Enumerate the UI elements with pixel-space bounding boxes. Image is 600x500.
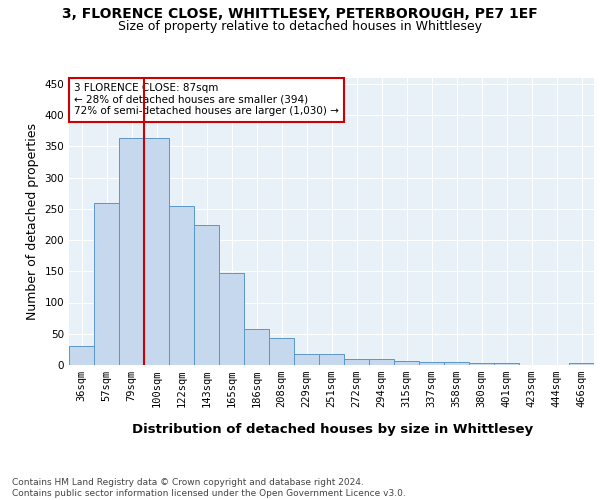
- Bar: [319, 354, 344, 365]
- Bar: [569, 363, 594, 365]
- Bar: [169, 206, 194, 365]
- Text: 3, FLORENCE CLOSE, WHITTLESEY, PETERBOROUGH, PE7 1EF: 3, FLORENCE CLOSE, WHITTLESEY, PETERBORO…: [62, 8, 538, 22]
- Bar: [269, 338, 294, 365]
- Text: Distribution of detached houses by size in Whittlesey: Distribution of detached houses by size …: [133, 422, 533, 436]
- Bar: [494, 363, 519, 365]
- Bar: [119, 138, 144, 365]
- Text: 3 FLORENCE CLOSE: 87sqm
← 28% of detached houses are smaller (394)
72% of semi-d: 3 FLORENCE CLOSE: 87sqm ← 28% of detache…: [74, 83, 339, 116]
- Bar: [369, 359, 394, 365]
- Bar: [244, 330, 269, 365]
- Bar: [69, 346, 94, 365]
- Bar: [219, 273, 244, 365]
- Bar: [419, 362, 444, 365]
- Text: Size of property relative to detached houses in Whittlesey: Size of property relative to detached ho…: [118, 20, 482, 33]
- Bar: [294, 354, 319, 365]
- Bar: [344, 359, 369, 365]
- Bar: [194, 225, 219, 365]
- Bar: [394, 360, 419, 365]
- Bar: [94, 202, 119, 365]
- Y-axis label: Number of detached properties: Number of detached properties: [26, 122, 39, 320]
- Bar: [469, 363, 494, 365]
- Text: Contains HM Land Registry data © Crown copyright and database right 2024.
Contai: Contains HM Land Registry data © Crown c…: [12, 478, 406, 498]
- Bar: [444, 362, 469, 365]
- Bar: [144, 138, 169, 365]
